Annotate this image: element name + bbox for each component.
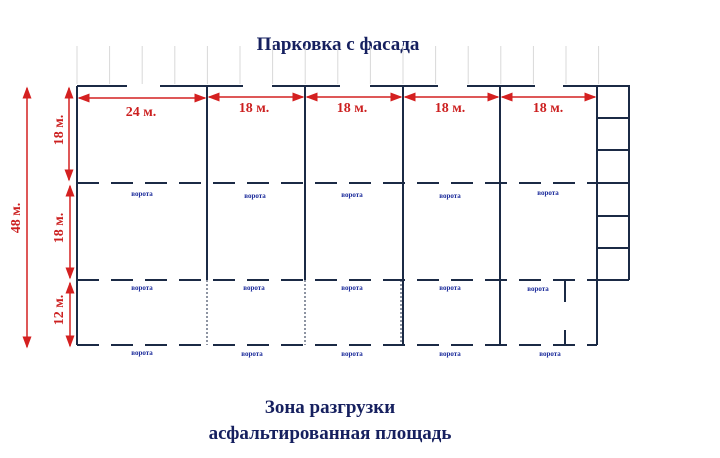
dim-col4: 18 м. — [435, 101, 466, 116]
gate-label: ворота — [244, 192, 266, 200]
gate-label: ворота — [131, 190, 153, 198]
title-asphalt: асфальтированная площадь — [209, 423, 452, 444]
dim-row1: 18 м. — [52, 115, 67, 146]
dim-row2: 18 м. — [52, 213, 67, 244]
gate-label: ворота — [241, 350, 263, 358]
gate-label: ворота — [341, 350, 363, 358]
title-unloading: Зона разгрузки — [265, 397, 395, 418]
gate-label: ворота — [539, 350, 561, 358]
gate-label: ворота — [341, 191, 363, 199]
gate-label: ворота — [439, 350, 461, 358]
dimension-arrows — [22, 86, 597, 349]
dim-col3: 18 м. — [337, 101, 368, 116]
gate-label: ворота — [439, 284, 461, 292]
walls — [76, 85, 630, 346]
gate-label: ворота — [537, 189, 559, 197]
dim-col5: 18 м. — [533, 101, 564, 116]
dim-total: 48 м. — [9, 203, 24, 234]
gate-label: ворота — [439, 192, 461, 200]
gate-label: ворота — [341, 284, 363, 292]
gate-labels: ворота ворота ворота ворота ворота ворота воро… — [131, 189, 561, 358]
gate-label: ворота — [527, 285, 549, 293]
parking-lines — [76, 46, 600, 84]
title-parking: Парковка с фасада — [257, 34, 420, 55]
gate-label: ворота — [131, 284, 153, 292]
gate-label: ворота — [243, 284, 265, 292]
dim-col1: 24 м. — [126, 105, 157, 120]
dim-col2: 18 м. — [239, 101, 270, 116]
dim-row3: 12 м. — [52, 295, 67, 326]
gate-label: ворота — [131, 349, 153, 357]
